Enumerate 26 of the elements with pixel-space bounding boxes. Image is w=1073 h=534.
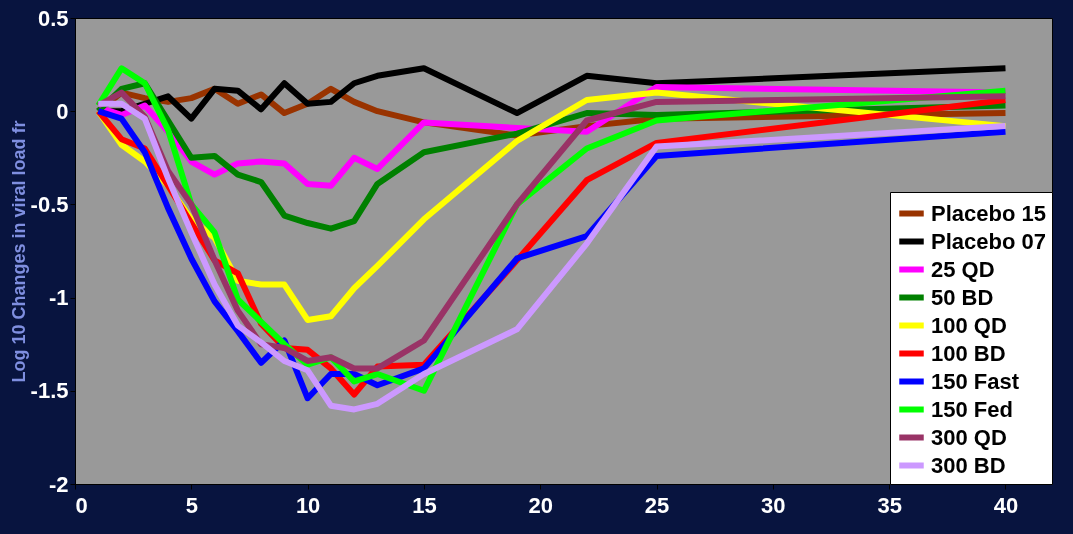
y-tick-label: -1.5 [30,378,69,404]
legend-label: 300 QD [931,424,1007,450]
legend-label: 100 QD [931,312,1007,338]
x-tick-label: 30 [761,492,786,518]
y-tick-label: -0.5 [30,191,69,217]
x-tick-label: 20 [528,492,553,518]
x-tick-label: 0 [75,492,88,518]
x-tick-label: 15 [412,492,437,518]
x-tick-label: 40 [993,492,1019,518]
y-tick-label: -2 [48,471,69,497]
legend-label: Placebo 07 [931,228,1046,254]
x-tick-label: 10 [295,492,321,518]
legend-label: 50 BD [931,284,994,310]
legend-label: 300 BD [931,452,1006,478]
y-axis-title: Log 10 Changes in viral load fr [8,120,29,383]
y-tick-label: 0.5 [37,5,69,31]
legend-label: 150 Fast [931,368,1020,394]
x-tick-label: 25 [644,492,670,518]
legend-label: 100 BD [931,340,1006,366]
legend-label: Placebo 15 [931,200,1046,226]
x-tick-label: 35 [877,492,902,518]
legend-label: 25 QD [931,256,995,282]
x-tick-label: 5 [185,492,198,518]
y-tick-label: 0 [56,98,69,124]
y-tick-label: -1 [48,285,69,311]
legend-label: 150 Fed [931,396,1013,422]
